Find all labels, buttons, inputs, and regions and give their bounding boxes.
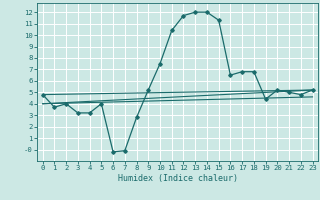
X-axis label: Humidex (Indice chaleur): Humidex (Indice chaleur) (118, 174, 237, 183)
